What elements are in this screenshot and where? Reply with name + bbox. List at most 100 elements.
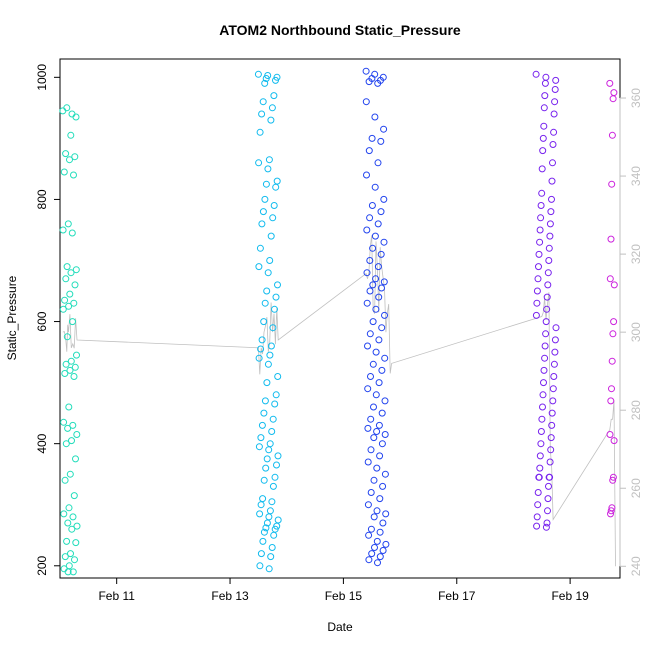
data-point: [256, 244, 264, 252]
data-point: [373, 537, 381, 545]
data-point: [267, 116, 275, 124]
data-point: [67, 550, 74, 558]
data-point: [60, 168, 68, 176]
data-point: [539, 134, 547, 142]
data-point: [73, 431, 81, 438]
data-point: [367, 415, 375, 423]
data-point: [259, 208, 267, 216]
data-point: [541, 354, 549, 362]
data-point: [550, 128, 558, 136]
data-point: [259, 495, 267, 503]
data-point: [70, 492, 78, 500]
data-point: [545, 482, 552, 490]
data-point: [269, 482, 277, 490]
data-point: [540, 104, 548, 112]
pressure-line: [62, 235, 616, 567]
data-point: [378, 324, 386, 332]
data-point: [274, 373, 282, 380]
data-point: [533, 522, 541, 530]
data-point: [372, 275, 380, 283]
data-point: [268, 104, 276, 112]
data-point: [376, 528, 384, 536]
data-points-layer: [59, 67, 618, 576]
data-point: [365, 556, 373, 564]
data-point: [380, 238, 388, 246]
chart-title: ATOM2 Northbound Static_Pressure: [219, 22, 461, 38]
data-point: [377, 137, 385, 145]
data-point: [544, 495, 552, 503]
data-point: [258, 220, 266, 228]
data-point: [545, 257, 553, 264]
x-axis-label: Date: [327, 620, 353, 634]
data-point: [60, 565, 68, 573]
y-axis-label: Static_Pressure: [5, 275, 19, 360]
data-point: [377, 208, 385, 216]
x-tick-label: Feb 17: [438, 589, 476, 603]
data-point: [364, 385, 372, 393]
data-point: [59, 305, 67, 313]
y-tick-label: 600: [35, 311, 49, 331]
data-point: [382, 510, 390, 518]
data-point: [365, 531, 373, 539]
data-point: [71, 363, 79, 371]
data-point: [61, 553, 69, 561]
data-point: [72, 113, 80, 121]
x-axis: Feb 11 Feb 13 Feb 15 Feb 17 Feb 19: [98, 578, 589, 603]
data-point: [263, 455, 271, 463]
data-point: [268, 428, 276, 435]
data-point: [269, 415, 277, 423]
data-point: [367, 446, 375, 454]
data-point: [544, 269, 552, 277]
data-point: [552, 324, 560, 332]
data-point: [552, 76, 560, 84]
data-point: [273, 461, 280, 469]
data-point: [258, 336, 266, 344]
data-point: [536, 452, 544, 460]
data-point: [260, 318, 268, 326]
data-point: [549, 385, 557, 393]
data-point: [549, 159, 556, 167]
x-tick-label: Feb 15: [325, 589, 363, 603]
data-point: [272, 293, 280, 301]
data-point: [257, 345, 265, 353]
data-point: [260, 528, 268, 536]
x-tick-label: Feb 19: [551, 589, 589, 603]
y2-tick-label: 360: [629, 88, 643, 108]
data-point: [536, 238, 544, 246]
data-point: [265, 446, 273, 454]
data-point: [62, 150, 70, 158]
data-point: [63, 333, 71, 341]
data-point: [363, 269, 371, 277]
data-point: [266, 351, 274, 359]
data-point: [273, 177, 281, 185]
data-point: [271, 473, 279, 481]
data-point: [546, 458, 554, 466]
data-point: [260, 409, 268, 417]
data-point: [265, 156, 273, 164]
data-point: [365, 78, 373, 86]
y2-tick-label: 320: [629, 244, 643, 264]
data-point: [63, 104, 71, 112]
data-point: [380, 195, 388, 203]
data-point: [609, 476, 617, 484]
data-point: [367, 489, 375, 496]
data-point: [537, 214, 545, 222]
data-point: [548, 195, 555, 203]
y2-tick-label: 300: [629, 322, 643, 342]
data-point: [536, 226, 544, 234]
data-point: [550, 360, 558, 368]
data-point: [64, 519, 72, 527]
data-point: [610, 281, 618, 289]
data-point: [535, 250, 543, 258]
data-point: [364, 424, 372, 432]
data-point: [271, 305, 278, 313]
data-point: [372, 391, 380, 399]
data-point: [68, 525, 76, 533]
data-point: [609, 473, 617, 481]
data-point: [60, 418, 68, 426]
data-point: [548, 177, 556, 185]
data-point: [65, 302, 73, 310]
data-point: [551, 98, 559, 106]
data-point: [541, 79, 549, 87]
data-point: [378, 440, 386, 448]
